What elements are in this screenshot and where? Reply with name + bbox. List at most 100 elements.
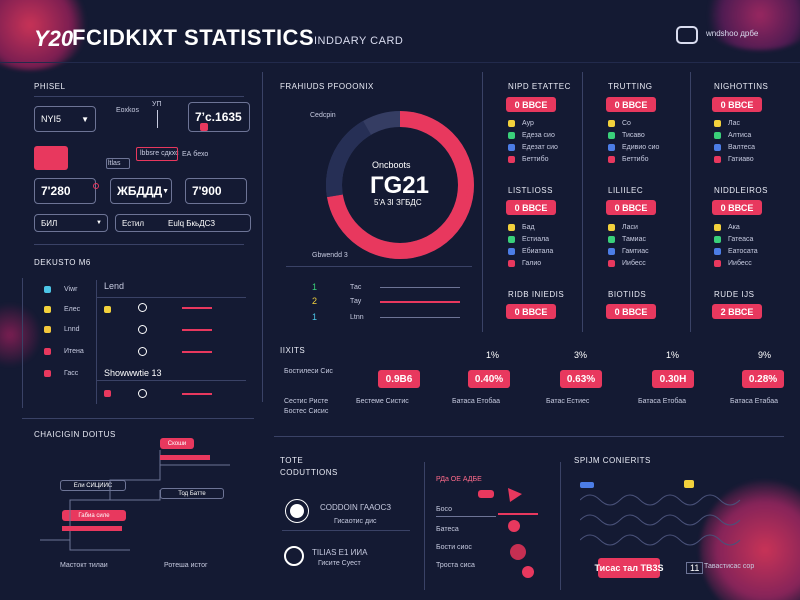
table-5-row-4: Иибесс [622, 260, 646, 267]
spot-right-label: Тавастисас сор [704, 563, 755, 570]
middle-bottom-row-2: Батеса [436, 526, 459, 533]
bottom-table-3-value: 2 ВВСЕ [712, 304, 762, 319]
donut-side-label: Cedcpin [310, 112, 336, 119]
select-dropdown[interactable]: NYI5 ▼ [34, 106, 96, 132]
spot-wave-row-1 [580, 494, 741, 506]
spot-icon-2 [684, 480, 694, 488]
stats-title: IIXITS [280, 346, 306, 355]
spot-pill[interactable]: Тисас тал TB3S [595, 558, 663, 578]
legend-bar-2 [380, 301, 460, 303]
chart-pill-4: Габиа силе [62, 510, 126, 521]
app-icon [714, 248, 721, 255]
chart-label-5: Мастокт тилаи [60, 562, 108, 569]
table-2-row-4: Беттибо [622, 156, 649, 163]
header-divider [0, 62, 800, 63]
app-icon [714, 144, 721, 151]
table-3-row-2: Алтиса [728, 132, 752, 139]
tote-item-2-icon[interactable] [284, 546, 304, 566]
app-icon [714, 236, 721, 243]
row3-box-2-text2: Eulq БкьДСЗ [168, 218, 216, 228]
divider [560, 462, 561, 590]
stats-left-label-3: Бостес Сисис [284, 408, 329, 415]
stat-3-label: Батас Естиес [546, 398, 590, 405]
devices-title: DEKUSTO M6 [34, 258, 91, 267]
row3-box-2[interactable]: Естил Eulq БкьДСЗ [115, 214, 251, 232]
app-icon [714, 224, 721, 231]
divider [690, 72, 691, 332]
logo: Y20 [34, 26, 74, 51]
tote-item-1-label: CODDOIN ГААОСЗ [320, 503, 392, 512]
table-3-title: NIGHOTTINS [714, 82, 769, 91]
stat-box-3[interactable]: 7'900 [185, 178, 247, 204]
stat-box-3-value: 7'900 [192, 184, 222, 198]
legend-label-1: Тас [350, 284, 362, 291]
chevron-down-icon: ▼ [96, 220, 102, 226]
chevron-down-icon: ▼ [81, 114, 89, 124]
stat-box-2[interactable]: ЖБДДД ▼ [110, 178, 172, 204]
app-icon [714, 260, 721, 267]
app-icon [608, 248, 615, 255]
value-badge [200, 123, 208, 131]
row-icon-1 [104, 306, 111, 313]
header-right-label: wndshoo дрбе [706, 29, 759, 38]
spot-wave-row-3 [580, 534, 741, 546]
legend-bar-3 [380, 317, 460, 318]
page-title: FCIDKIXT STATISTICS [72, 25, 315, 50]
mid-label: Eoxkos [116, 107, 139, 114]
table-2-value: 0 ВВСЕ [606, 97, 656, 112]
small-box-2 [136, 147, 178, 161]
table-1-row-2: Едеза сио [522, 132, 555, 139]
chart-connectors [40, 450, 230, 551]
chart-icon[interactable] [34, 146, 68, 170]
tote-item-1-sub: Гисаотис дис [334, 518, 377, 525]
device-item-1: Viwr [64, 286, 78, 293]
stat-5-label: Батаса Етабаа [730, 398, 779, 405]
row3-box-1-text: БИЛ [41, 218, 58, 228]
spot-wave-pattern [580, 494, 741, 546]
stat-box-1[interactable]: 7'280 [34, 178, 96, 204]
table-5-row-3: Гамтиас [622, 248, 649, 255]
spot-wave-row-2 [580, 514, 741, 526]
donut-center-bottom: 5'A 3I ЗГБДС [374, 198, 422, 207]
table-6-row-3: Еатосата [728, 248, 758, 255]
middle-bottom-pill [478, 490, 494, 498]
table-4-row-3: Ебиатала [522, 248, 554, 255]
app-icon [508, 260, 515, 267]
table-6-row-2: Гатеаса [728, 236, 754, 243]
table-1-title: NIPD ЕТАТТЕС [508, 82, 571, 91]
graphic-circle-1 [508, 520, 520, 532]
device-icon-4 [44, 348, 51, 355]
stat-2-value: 0.40% [468, 370, 510, 388]
stat-3-pct: 3% [574, 350, 588, 360]
chart-pill-2: Ели СИЦИИС [60, 480, 126, 491]
value-box[interactable]: 7’с.1635 [188, 102, 250, 132]
table-1-row-1: Аур [522, 120, 534, 127]
stat-3-value: 0.63% [560, 370, 602, 388]
middle-bottom-graphic [498, 488, 538, 578]
bottom-table-2-title: BIOTIIDS [608, 290, 647, 299]
chart-label-1: Скоши [167, 440, 187, 447]
app-icon [508, 132, 515, 139]
devices-highlight: Showwwtie 13 [104, 368, 162, 378]
middle-bottom-row-4: Троста сиса [436, 562, 475, 569]
stat-2-label: Батаса Етобаа [452, 398, 501, 405]
device-item-4: Итена [64, 348, 84, 355]
donut-legend-title: Gbwendd 3 [312, 252, 348, 259]
divider [282, 530, 410, 531]
table-4-value: 0 ВВСЕ [506, 200, 556, 215]
row3-box-1[interactable]: БИЛ ▼ [34, 214, 108, 232]
legend-num-1: 1 [312, 282, 318, 292]
donut-center-value: ГG21 [370, 172, 429, 199]
tote-item-1-icon[interactable] [286, 500, 308, 522]
device-item-3: Lnnd [64, 326, 80, 333]
donut-dark-arc [326, 111, 474, 259]
spot-title: SPIJM CONIERITS [574, 456, 651, 465]
connector-line-4 [159, 464, 230, 480]
graphic-circle-3 [522, 566, 534, 578]
table-6-title: NIDDLEIROS [714, 186, 768, 195]
app-icon [608, 156, 615, 163]
stats-left-label-2: Сестис Ристе [284, 398, 329, 405]
app-icon [508, 248, 515, 255]
small-label-1: ltlas [108, 160, 121, 167]
connector-dot [93, 183, 99, 189]
